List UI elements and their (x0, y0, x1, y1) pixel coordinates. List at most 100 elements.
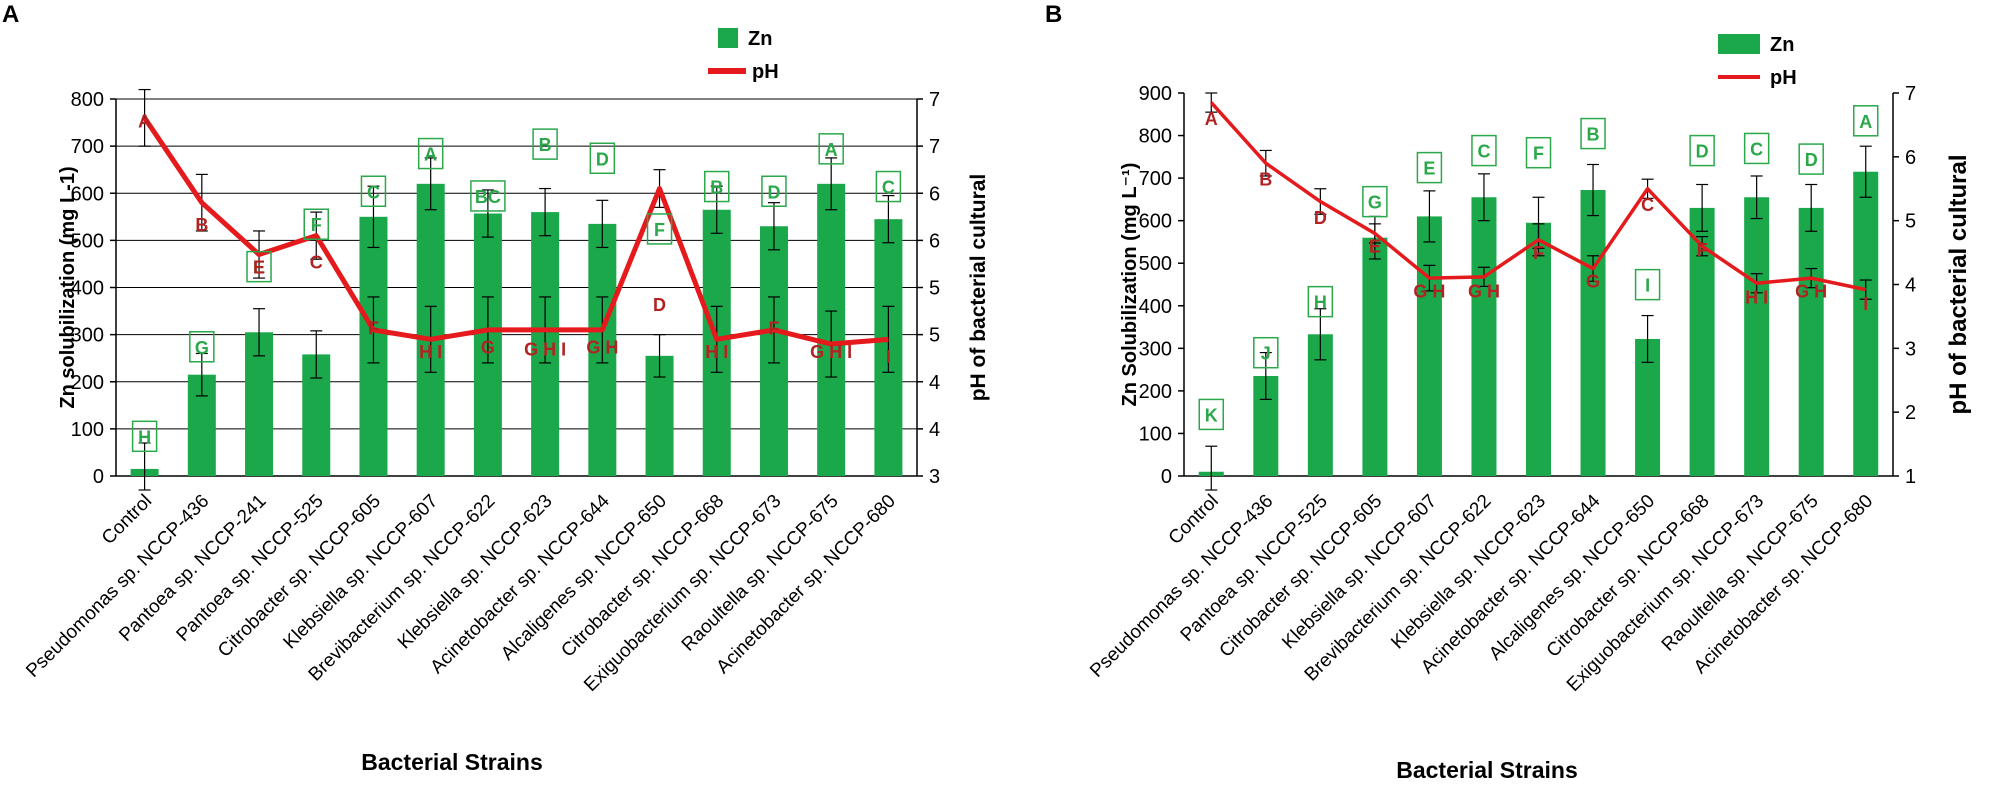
zn-letter-box (1471, 134, 1497, 167)
ph-letter: H I (1745, 288, 1768, 308)
zn-letter: D (1805, 150, 1818, 170)
bar (1744, 197, 1770, 476)
zn-letter: G (195, 338, 209, 358)
y-tick-label: 900 (1139, 83, 1172, 105)
legend-swatch-zn (1718, 34, 1760, 54)
zn-letter-box (1198, 398, 1225, 431)
zn-letter-box (1525, 136, 1552, 169)
ph-letter: G H (586, 337, 618, 357)
y2-tick-label: 1 (1905, 466, 1916, 488)
y-tick-label: 400 (1139, 296, 1172, 318)
zn-letter: J (1261, 344, 1271, 364)
y2-axis-title: pH of bacterial cultural (1945, 154, 1972, 414)
zn-letter-box (1852, 105, 1879, 137)
zn-letter-box (1362, 185, 1388, 218)
ph-letter: C (1641, 195, 1654, 215)
ph-letter: G H I (524, 339, 566, 359)
category-label: Control (98, 491, 156, 549)
zn-letter-box (246, 250, 272, 283)
y-tick-label: 0 (93, 466, 104, 488)
y-tick-label: 100 (1139, 423, 1172, 445)
zn-letter: C (367, 182, 380, 202)
y-tick-label: 200 (1139, 381, 1172, 403)
ph-letter: A (138, 111, 151, 131)
zn-letter: E (253, 258, 265, 278)
ph-letter: G H (1468, 281, 1500, 301)
zn-letter: H (138, 427, 151, 447)
ph-letter: B (1259, 170, 1272, 190)
category-label: Exiguobacterium sp. NCCP-673 (1563, 491, 1768, 696)
zn-letter-box (818, 133, 844, 165)
legend-label-ph: pH (752, 61, 779, 83)
zn-letter: C (1477, 142, 1490, 162)
ph-letter: G (1586, 272, 1600, 292)
bar (1362, 237, 1388, 476)
zn-letter: B (539, 135, 552, 155)
ph-letter: G (481, 337, 495, 357)
y2-tick-label: 6 (929, 183, 940, 205)
zn-letter: C (882, 178, 895, 198)
y2-tick-label: 5 (1905, 211, 1916, 233)
y-tick-label: 300 (1139, 338, 1172, 360)
ph-letter: A (1205, 109, 1218, 129)
zn-letter-box (1416, 151, 1443, 184)
ph-letter: I (886, 347, 891, 367)
y2-tick-label: 5 (929, 278, 940, 300)
y-tick-label: 700 (1139, 168, 1172, 190)
legend-label-zn: Zn (1770, 34, 1794, 56)
ph-letter: D (1314, 208, 1327, 228)
bar (1416, 216, 1442, 476)
y2-tick-label: 3 (1905, 338, 1916, 360)
y-axis-title: Zn solubilization (mg L-1) (57, 166, 79, 408)
zn-letter: BC (475, 187, 501, 207)
zn-letter: D (1696, 142, 1709, 162)
legend-swatch-zn (718, 28, 738, 48)
panel-letter: B (1045, 1, 1062, 28)
y-tick-label: 800 (1139, 126, 1172, 148)
y-tick-label: 500 (71, 230, 104, 252)
bar (1798, 207, 1824, 476)
zn-letter: K (1205, 405, 1218, 425)
zn-letter-box (417, 137, 444, 170)
zn-letter-box (761, 175, 787, 207)
ph-letter: E (253, 257, 265, 277)
zn-letter: I (1645, 276, 1650, 296)
zn-letter: B (710, 178, 723, 198)
x-axis-title: Bacterial Strains (1396, 757, 1578, 783)
legend-label-zn: Zn (748, 28, 772, 50)
ph-letter: I (1863, 294, 1868, 314)
ph-letter: G H (1413, 281, 1445, 301)
y2-tick-label: 2 (1905, 402, 1916, 424)
zn-letter: A (825, 140, 838, 160)
y-tick-label: 300 (71, 325, 104, 347)
legend-label-ph: pH (1770, 67, 1797, 89)
y2-tick-label: 7 (929, 136, 940, 158)
zn-letter-box (360, 175, 387, 207)
zn-letter-box (303, 208, 329, 240)
zn-letter-box (1743, 132, 1770, 165)
zn-letter-box (875, 170, 902, 203)
ph-letter: D (653, 295, 666, 315)
y2-tick-label: 5 (929, 325, 940, 347)
zn-letter: H (1314, 293, 1327, 313)
y2-tick-label: 7 (1905, 83, 1916, 105)
zn-letter: F (1533, 144, 1544, 164)
zn-letter: G (1368, 193, 1382, 213)
zn-letter-box (131, 420, 158, 453)
ph-line (1209, 101, 1867, 292)
zn-letter-box (532, 128, 558, 160)
y-tick-label: 700 (71, 136, 104, 158)
y2-tick-label: 4 (929, 372, 940, 394)
ph-letter: F (768, 319, 779, 339)
bar (1526, 222, 1551, 476)
y-tick-label: 600 (1139, 211, 1172, 233)
zn-letter-box (646, 213, 673, 245)
zn-letter-box (1798, 143, 1824, 175)
y2-tick-label: 4 (929, 419, 940, 441)
y-tick-label: 0 (1161, 466, 1172, 488)
bar (1580, 190, 1606, 476)
y2-tick-label: 7 (929, 89, 940, 111)
y-tick-label: 100 (71, 419, 104, 441)
zn-letter: C (1750, 139, 1763, 159)
ph-letter: G H (1795, 281, 1827, 301)
